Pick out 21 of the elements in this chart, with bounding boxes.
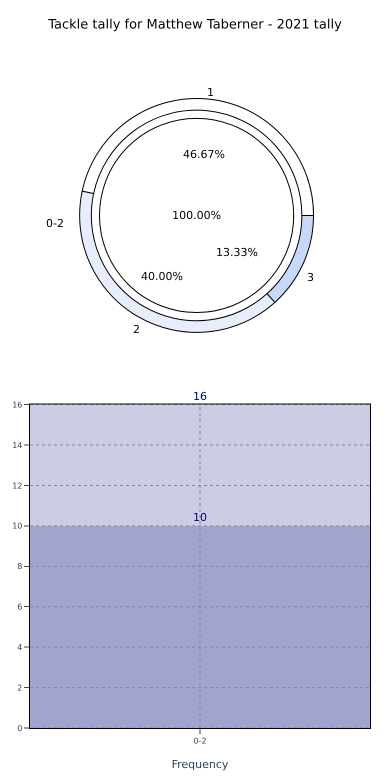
x-axis-title: Frequency [172,758,229,771]
y-tick-label: 6 [17,602,22,612]
data-label: 10 [193,511,207,524]
slice-label: 2 [133,323,140,336]
y-tick-label: 8 [17,562,22,572]
y-tick-label: 4 [17,642,22,652]
data-label: 40.00% [141,270,183,283]
y-tick-label: 10 [12,522,22,531]
y-tick-label: 12 [12,481,22,490]
data-label: 13.33% [216,246,258,259]
chart-title: Tackle tally for Matthew Taberner - 2021 tally [47,18,342,33]
data-label: 100.00% [172,208,222,222]
y-tick-label: 2 [17,683,22,692]
data-label: 46.67% [183,148,225,161]
slice-label: 1 [207,86,214,99]
slice-label: 0-2 [46,217,64,230]
total-label: 16 [193,390,207,403]
y-tick-label: 14 [12,440,22,450]
y-tick-label: 0 [17,724,22,733]
slice-label: 3 [307,271,314,284]
y-tick-label: 16 [12,400,22,410]
